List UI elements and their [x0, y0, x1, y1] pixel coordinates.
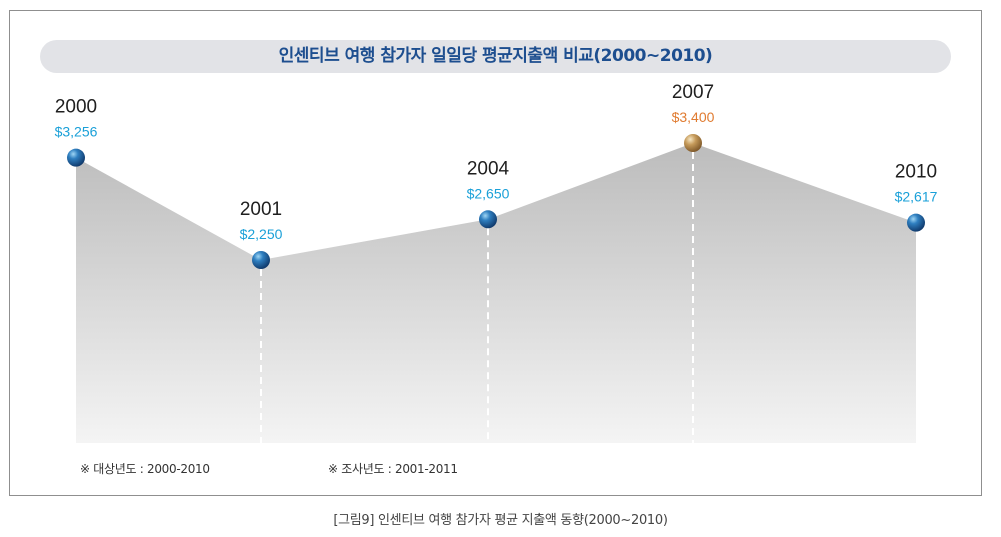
year-label-2010: 2010 — [895, 162, 937, 183]
value-label-2000: $3,256 — [55, 124, 98, 140]
note-survey-years: ※ 조사년도 : 2001-2011 — [328, 462, 458, 476]
value-label-2010: $2,617 — [895, 189, 938, 205]
figure-caption: [그림9] 인센티브 여행 참가자 평균 지출액 동향(2000~2010) — [333, 513, 668, 528]
year-label-2001: 2001 — [240, 199, 282, 220]
data-point-2001 — [252, 251, 270, 269]
year-label-2000: 2000 — [55, 97, 97, 118]
note-target-years: ※ 대상년도 : 2000-2010 — [80, 462, 210, 476]
data-point-2004 — [479, 210, 497, 229]
year-label-2004: 2004 — [467, 158, 510, 179]
data-point-2010 — [907, 213, 925, 232]
year-label-2007: 2007 — [672, 82, 714, 103]
area-fill — [76, 143, 916, 443]
value-label-2004: $2,650 — [467, 185, 510, 201]
data-point-2000 — [67, 148, 85, 167]
title-bar — [40, 40, 951, 73]
value-label-2007: $3,400 — [672, 109, 715, 125]
chart-title: 인센티브 여행 참가자 일일당 평균지출액 비교(2000~2010) — [278, 46, 713, 66]
value-label-2001: $2,250 — [240, 226, 283, 242]
data-point-2007 — [684, 134, 702, 152]
